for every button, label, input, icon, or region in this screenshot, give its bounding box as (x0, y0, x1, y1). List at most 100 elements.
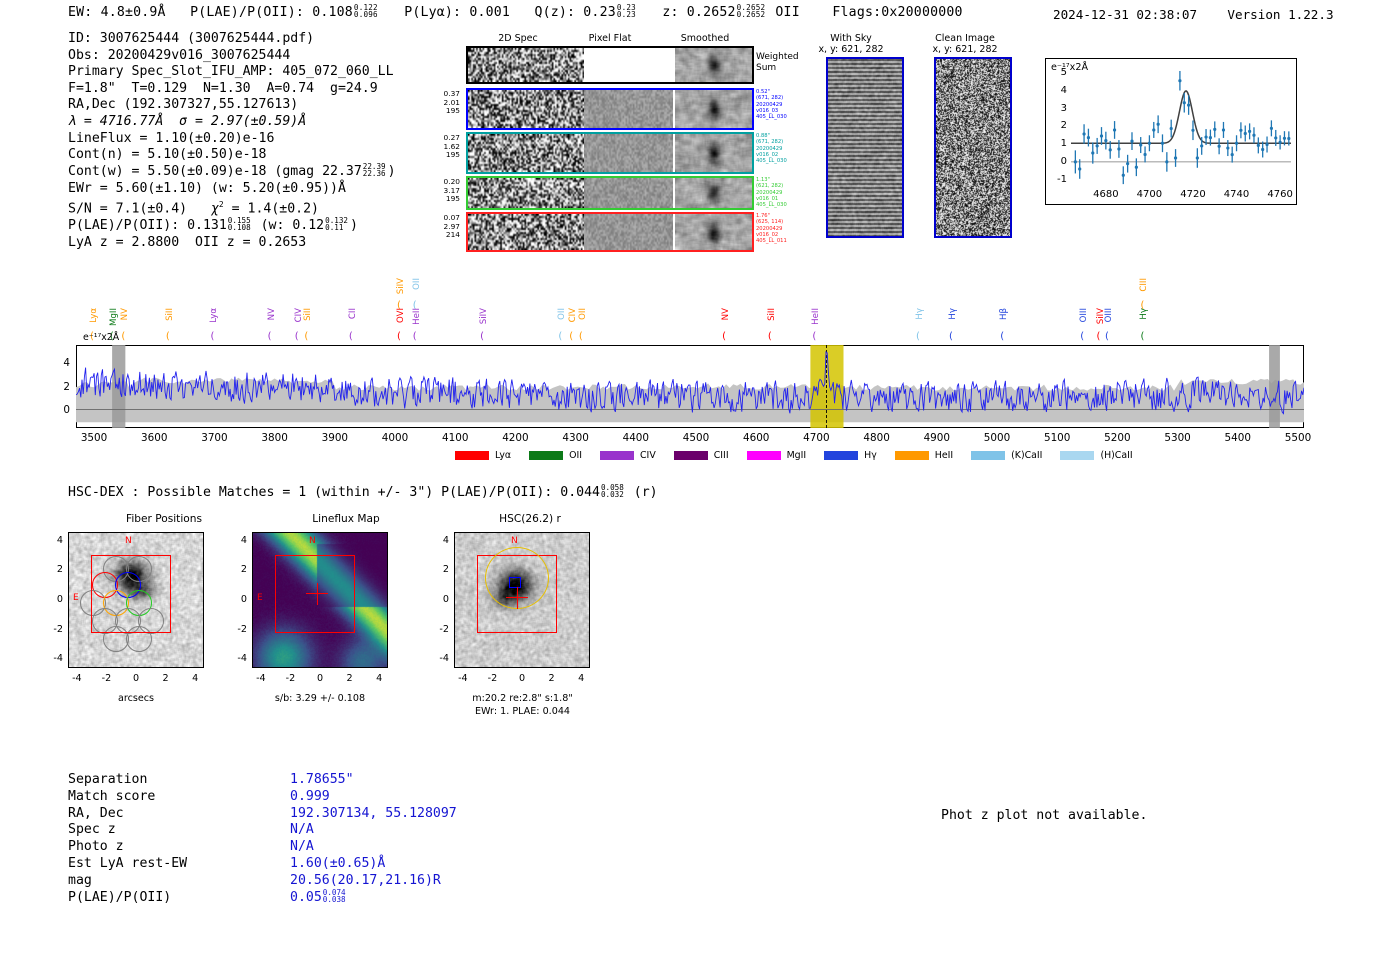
spectrum-xtick: 4300 (562, 432, 589, 444)
spectrum-xtick: 4600 (742, 432, 770, 444)
zoom-plot-xtick: 4680 (1093, 189, 1119, 200)
match-table-value-lower: 0.038 (322, 894, 346, 904)
legend-swatch (673, 451, 708, 460)
spec2d-fiber-row[interactable] (466, 212, 754, 252)
emission-line-label: CIV (568, 308, 579, 323)
panel-xtick: 2 (346, 673, 353, 684)
hsc-match-marker (509, 577, 521, 588)
spectrum-flux-unit: e⁻¹⁷x2Å (83, 332, 120, 343)
zoom-plot-ytick: 3 (1060, 102, 1067, 114)
info-radec: RA,Dec (192.307327,55.127613) (68, 97, 299, 113)
spec2d-raw-chunk (468, 48, 584, 82)
match-table-value: 1.60(±0.65)Å (290, 855, 386, 871)
spec2d-smoothed-chunk (675, 134, 752, 172)
legend-swatch (824, 451, 859, 460)
spec2d-fiber-row[interactable] (466, 88, 754, 130)
panel-ytick: 4 (240, 534, 247, 546)
spec2d-raw-chunk (468, 178, 584, 208)
plae-label: P(LAE)/P(OII): (190, 5, 305, 21)
spectrum-xtick: 3500 (80, 432, 108, 444)
spec2d-fiber-row[interactable] (466, 132, 754, 174)
emission-line-label: CIII (1139, 278, 1150, 292)
hscdex-headline: HSC-DEX : Possible Matches = 1 (within +… (68, 483, 658, 501)
zoom-plot-xtick: 4740 (1223, 189, 1250, 200)
legend-label: CIV (640, 450, 656, 461)
spectrum-xtick: 5100 (1043, 432, 1071, 444)
match-table-value: N/A (290, 839, 314, 855)
spec2d-row-stat-value: 3.17 (443, 185, 460, 195)
spec2d-fiber-row[interactable] (466, 176, 754, 210)
ew-label: EW: (68, 5, 93, 21)
panel-ytick: -4 (53, 653, 63, 665)
spec2d-smoothed-chunk (675, 214, 752, 250)
emission-line-bracket: ( (1080, 331, 1085, 342)
spec2d-pixelflat-chunk (584, 90, 673, 128)
plya-label: P(Lyα): (404, 5, 462, 21)
cutout-title-clean-image: Clean Image (935, 33, 995, 44)
emission-line-label: CII (347, 308, 358, 320)
emission-line-bracket: ( (90, 331, 94, 342)
emission-line-bracket: ( (210, 331, 215, 342)
fiber-circle[interactable] (126, 626, 152, 652)
lineflux-crosshair-v (317, 583, 318, 605)
compass-north-label: N (309, 536, 316, 546)
emission-line-label: OIII (1079, 308, 1090, 323)
emission-line-bracket: ( (121, 331, 126, 342)
zoom-plot-flux-unit: e⁻¹⁷x2Å (1051, 62, 1089, 73)
emission-line-label: OII (411, 278, 422, 290)
photz-unavailable-note: Phot z plot not available. (941, 808, 1148, 823)
emission-line-bracket: ( (348, 331, 353, 342)
spec2d-pixelflat-chunk (584, 48, 673, 82)
match-table-key: RA, Dec (68, 805, 124, 821)
zoom-plot-xtick: 4720 (1180, 189, 1206, 200)
spec2d-weighted-sum-row[interactable] (466, 46, 754, 84)
panel-xtick: 4 (192, 673, 199, 684)
legend-label: OII (569, 450, 583, 461)
emission-line-bracket: ( (1104, 331, 1109, 342)
emission-line-bracket: ( (480, 331, 485, 342)
version-label: Version 1.22.3 (1227, 7, 1334, 22)
spectrum-xtick: 5000 (983, 432, 1011, 444)
emission-line-label: Hγ (948, 308, 959, 320)
spectrum-xtick: 3700 (201, 432, 228, 444)
full-spectrum-svg (75, 345, 1305, 428)
lineflux-caption-sb: s/b: 3.29 +/- 0.108 (274, 693, 366, 704)
spec2d-row-stat-value: 2.97 (443, 221, 460, 231)
spectrum-legend: Lyα OII CIV CIII MgII Hγ HeII (K)CaII (H)CaII (455, 445, 1151, 464)
emission-line-label: Hγ (914, 308, 925, 320)
legend-swatch (1060, 451, 1095, 460)
cutout-with-sky[interactable] (826, 57, 904, 238)
z-sup: 0.2652 (736, 3, 766, 12)
z-type: OII (775, 5, 800, 21)
emission-line-label: OVI (396, 308, 407, 324)
spectrum-ytick: 0 (63, 403, 70, 416)
compass-east-label: E (257, 593, 263, 603)
panel-xtick: 0 (518, 673, 526, 684)
source-info-block: ID: 3007625444 (3007625444.pdf) Obs: 202… (68, 31, 396, 252)
z-value: 0.2652 (686, 5, 736, 21)
hsc-r-image[interactable]: N (454, 532, 590, 668)
emission-line-bracket: ( (1140, 331, 1145, 342)
legend-swatch (529, 451, 564, 460)
sky-stripe-pattern (828, 59, 902, 236)
emission-line-label: OII (557, 308, 568, 320)
match-table-value: 0.999 (290, 788, 330, 804)
plae-sup: 0.122 (353, 3, 378, 12)
spec2d-row-meta: 1.76" (625, 114) 20200429 v016_02 405_LL… (756, 213, 787, 245)
spectrum-error-band (76, 377, 1304, 423)
zoom-plot-ytick: 4 (1060, 84, 1067, 96)
match-table-key: Est LyA rest-EW (68, 855, 188, 871)
panel-xtick: -2 (487, 673, 498, 684)
panel-xtick: 2 (162, 673, 169, 684)
legend-swatch (455, 451, 489, 460)
spectrum-canvas (75, 345, 1305, 432)
spec2d-raw-chunk (468, 214, 584, 250)
emission-line-bracket: ( (304, 331, 309, 342)
cutout-clean-image[interactable] (934, 57, 1012, 238)
compass-north-label: N (511, 536, 518, 546)
zoom-plot-ytick: 2 (1060, 120, 1067, 132)
hsc-caption-ewr-plae: EWr: 1. PLAE: 0.044 (474, 706, 571, 717)
spectrum-xtick: 5200 (1104, 432, 1131, 444)
